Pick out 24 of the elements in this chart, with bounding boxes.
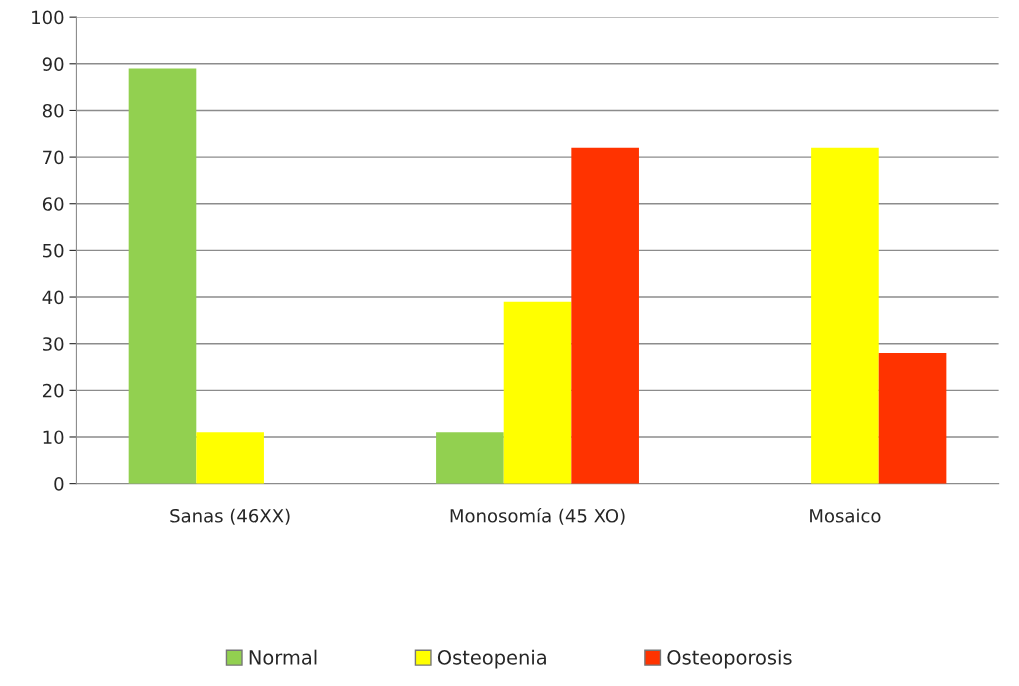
y-tick-label: 70 [43,150,64,165]
legend-label: Osteoporosis [667,649,792,669]
y-tick-label: 60 [42,197,64,211]
bar [571,147,639,484]
bar [811,147,879,484]
legend-label: Osteopenia [437,649,546,669]
bar [878,353,947,484]
legend-label: Normal [249,649,317,665]
x-tick-label: Sanas (46XX) [170,508,290,525]
y-tick-label: 0 [54,477,64,491]
y-tick-label: 10 [43,430,64,445]
bar [503,301,572,484]
y-tick-label: 20 [42,383,64,398]
y-tick-label: 50 [43,243,64,258]
x-tick-label: Mosaico [810,508,881,523]
bar [196,432,264,484]
y-tick-label: 40 [42,290,64,305]
y-tick-label: 90 [42,57,64,71]
y-tick-label: 100 [32,10,64,25]
x-tick-label: Monosomía (45 XO) [450,507,625,525]
bar [436,432,504,484]
bar [128,68,197,484]
y-tick-label: 30 [43,337,64,351]
y-tick-label: 80 [42,103,64,118]
